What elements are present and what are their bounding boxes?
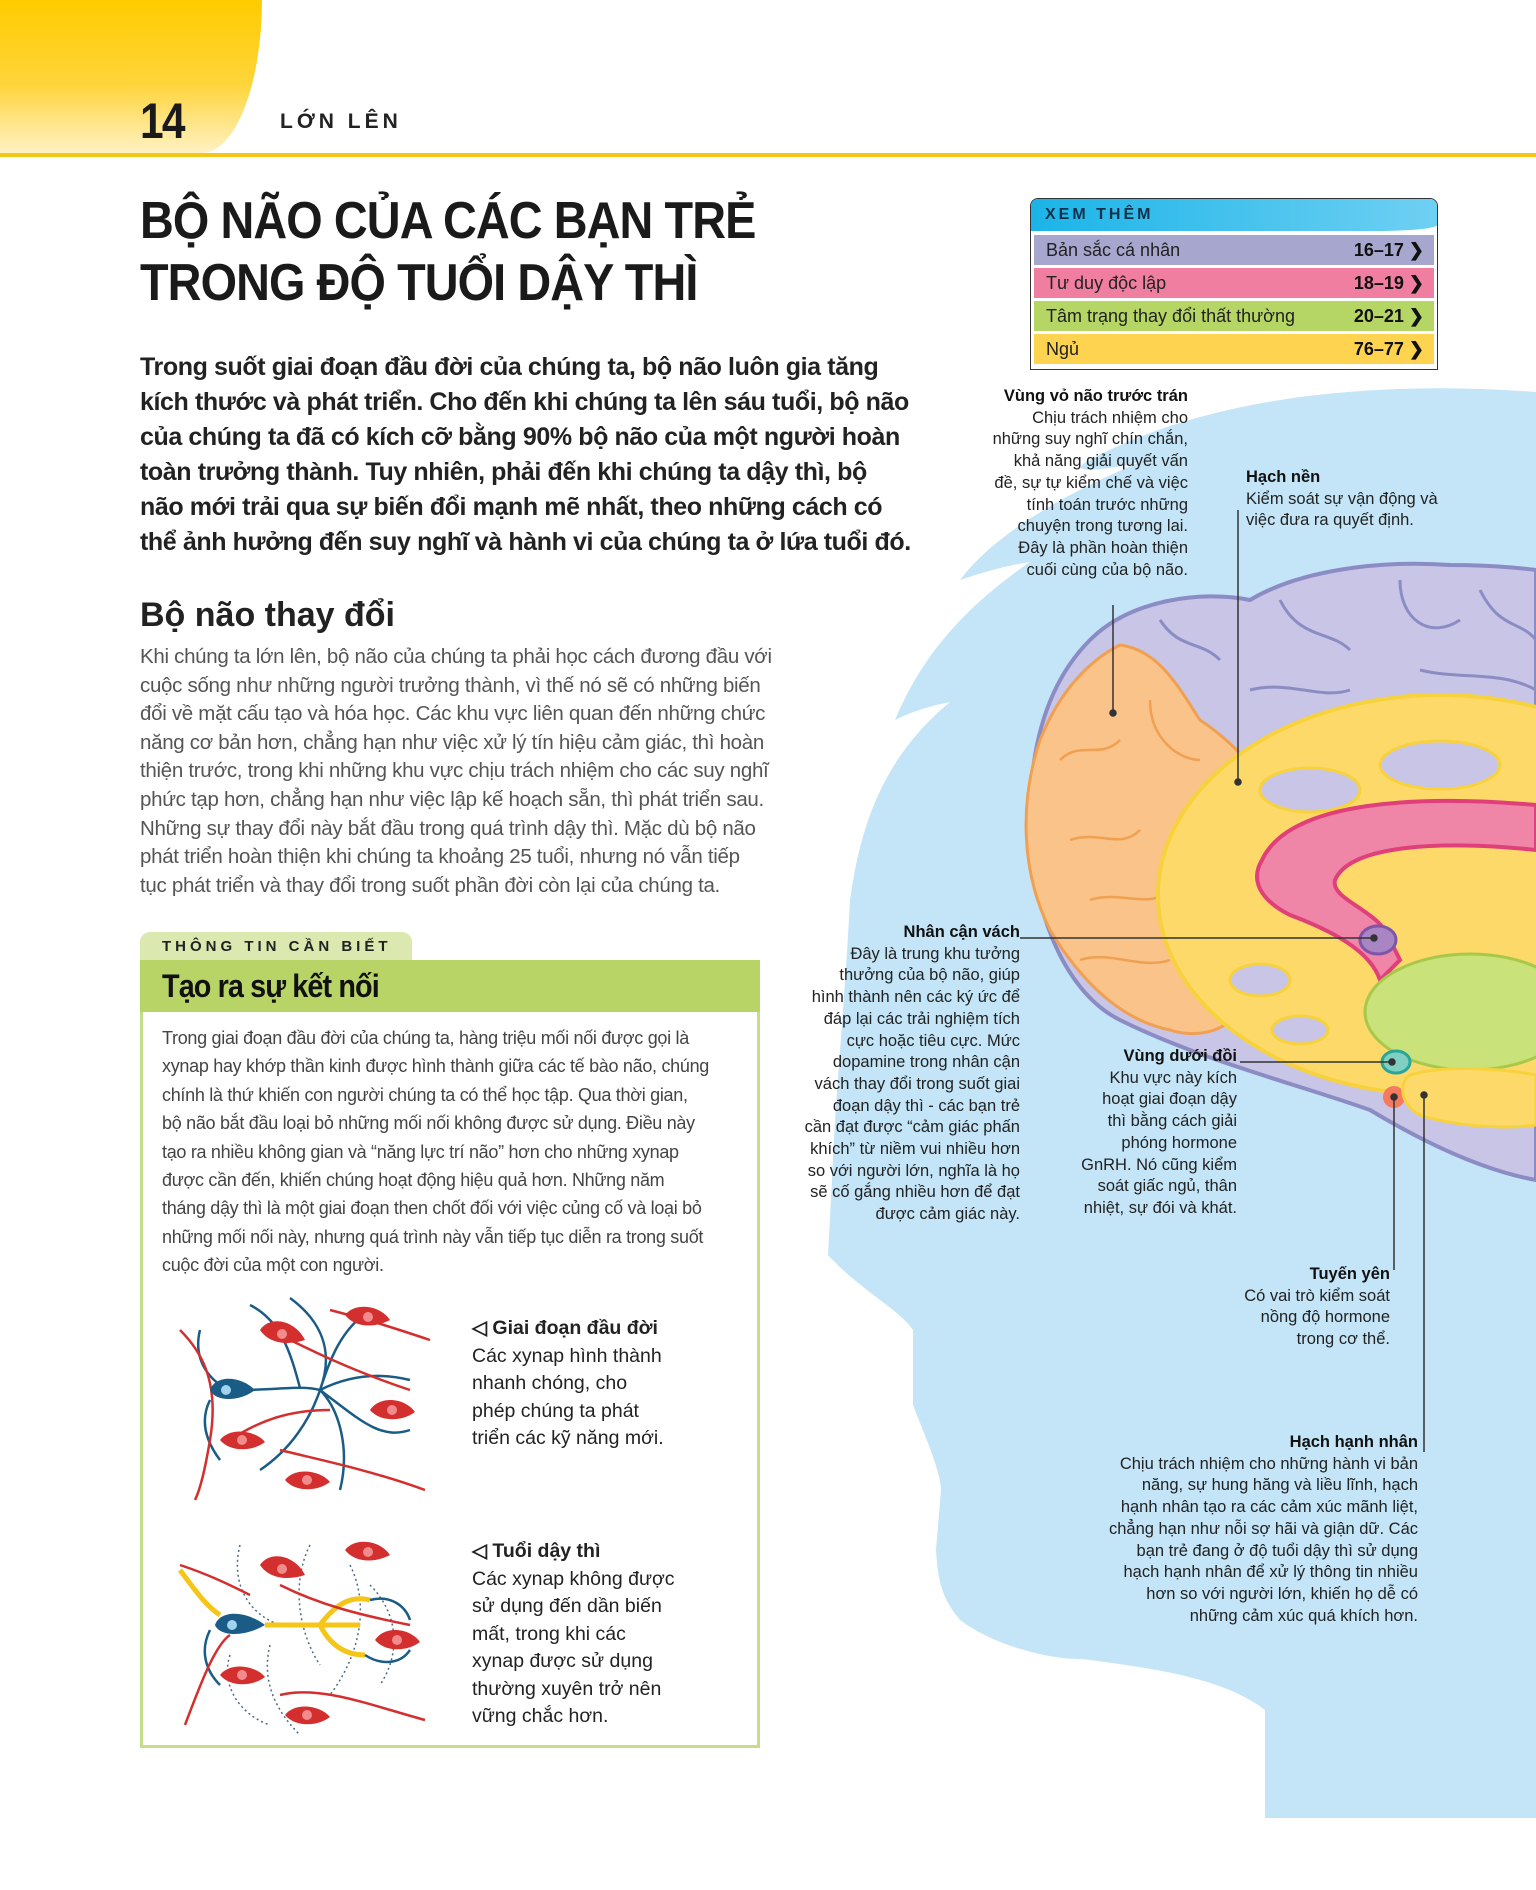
see-also-box: XEM THÊM Bản sắc cá nhân 16–17 ❯ Tư duy đ…: [1030, 198, 1438, 370]
intro-paragraph: Trong suốt giai đoạn đầu đời của chúng t…: [140, 353, 911, 556]
caption-early-life: ◁ Giai đoạn đầu đời Các xynap hình thành …: [472, 1315, 664, 1453]
nucleus-accumbens: [1358, 924, 1398, 956]
caption-puberty: ◁ Tuổi dậy thì Các xynap không được sử dụ…: [472, 1538, 675, 1731]
red-neurons: [220, 1541, 420, 1725]
label-title: Vùng vỏ não trước trán: [1003, 387, 1188, 405]
caption-title: ◁ Giai đoạn đầu đời: [472, 1317, 658, 1339]
label-text: Khu vực này kích hoạt giai đoạn dậy thì …: [1081, 1068, 1237, 1217]
label-title: Hạch nền: [1246, 468, 1321, 486]
label-text: Chịu trách nhiệm cho những suy nghĩ chín…: [992, 408, 1188, 579]
label-title: Hạch hạnh nhân: [1289, 1433, 1418, 1451]
see-also-heading: XEM THÊM: [1045, 206, 1154, 223]
see-also-item[interactable]: Tâm trạng thay đổi thất thường 20–21 ❯: [1034, 301, 1434, 331]
page-title: BỘ NÃO CỦA CÁC BẠN TRẺ TRONG ĐỘ TUỔI DẬY…: [140, 192, 756, 312]
label-title: Nhân cận vách: [903, 923, 1020, 941]
see-also-pages: 20–21 ❯: [1353, 306, 1424, 326]
red-neurons: [220, 1306, 415, 1490]
label-pituitary: Tuyến yên Có vai trò kiểm soát nồng độ ho…: [1244, 1264, 1390, 1351]
label-text: Chịu trách nhiệm cho những hành vi bản n…: [1108, 1454, 1418, 1625]
info-box-heading: Tạo ra sự kết nối: [162, 968, 380, 1004]
section-heading: Bộ não thay đổi: [140, 596, 395, 634]
see-also-pages: 18–19 ❯: [1353, 273, 1424, 293]
see-also-label: Tư duy độc lập: [1046, 273, 1167, 293]
amygdala: [1401, 1067, 1536, 1129]
info-box-tab-label: THÔNG TIN CẦN BIẾT: [162, 938, 392, 955]
blue-neuron: [215, 1613, 265, 1634]
see-also-label: Tâm trạng thay đổi thất thường: [1046, 306, 1295, 326]
header-rule: [0, 153, 1536, 157]
label-title: Tuyến yên: [1309, 1265, 1390, 1283]
see-also-pages: 76–77 ❯: [1353, 339, 1424, 359]
section-name: LỚN LÊN: [280, 110, 402, 133]
neurons-early-life-illustration: [179, 1296, 431, 1501]
see-also-label: Bản sắc cá nhân: [1046, 240, 1181, 260]
caption-title: ◁ Tuổi dậy thì: [472, 1540, 601, 1562]
caption-text: Các xynap không được sử dụng đến dần biế…: [472, 1567, 675, 1728]
page-number: 14: [140, 93, 186, 149]
info-box-body: Trong giai đoạn đầu đời của chúng ta, hà…: [162, 1028, 709, 1276]
see-also-item[interactable]: Ngủ 76–77 ❯: [1034, 334, 1434, 364]
see-also-label: Ngủ: [1046, 339, 1080, 359]
see-also-item[interactable]: Bản sắc cá nhân 16–17 ❯: [1034, 235, 1434, 265]
info-box-header: Tạo ra sự kết nối: [140, 960, 760, 1012]
caption-text: Các xynap hình thành nhanh chóng, cho ph…: [472, 1344, 664, 1450]
neurons-puberty-illustration: [177, 1541, 426, 1736]
label-text: Đây là trung khu tưởng thưởng của bộ não…: [804, 944, 1020, 1224]
blue-neuron: [210, 1378, 255, 1399]
section-body: Khi chúng ta lớn lên, bộ não của chúng t…: [140, 645, 772, 897]
see-also-pages: 16–17 ❯: [1353, 240, 1424, 260]
leader-lines: [1020, 510, 1428, 1452]
label-prefrontal: Vùng vỏ não trước trán Chịu trách nhiệm c…: [993, 386, 1188, 581]
label-hypothalamus: Vùng dưới đồi Khu vực này kích hoạt giai …: [1081, 1046, 1237, 1220]
see-also-header: XEM THÊM: [1031, 199, 1437, 231]
label-text: Kiểm soát sự vận động và việc đưa ra quy…: [1246, 489, 1438, 530]
see-also-item[interactable]: Tư duy độc lập 18–19 ❯: [1034, 268, 1434, 298]
label-amygdala: Hạch hạnh nhân Chịu trách nhiệm cho những…: [1109, 1432, 1418, 1627]
label-title: Vùng dưới đồi: [1123, 1047, 1238, 1065]
label-basal-ganglia: Hạch nền Kiểm soát sự vận động và việc đư…: [1246, 467, 1438, 532]
label-text: Có vai trò kiểm soát nồng độ hormone tro…: [1244, 1286, 1390, 1349]
header-accent: [0, 0, 262, 153]
label-nucleus-accumbens: Nhân cận vách Đây là trung khu tưởng thưở…: [805, 922, 1020, 1226]
info-box-tab: THÔNG TIN CẦN BIẾT: [140, 932, 412, 962]
corpus-callosum: [1255, 798, 1536, 984]
